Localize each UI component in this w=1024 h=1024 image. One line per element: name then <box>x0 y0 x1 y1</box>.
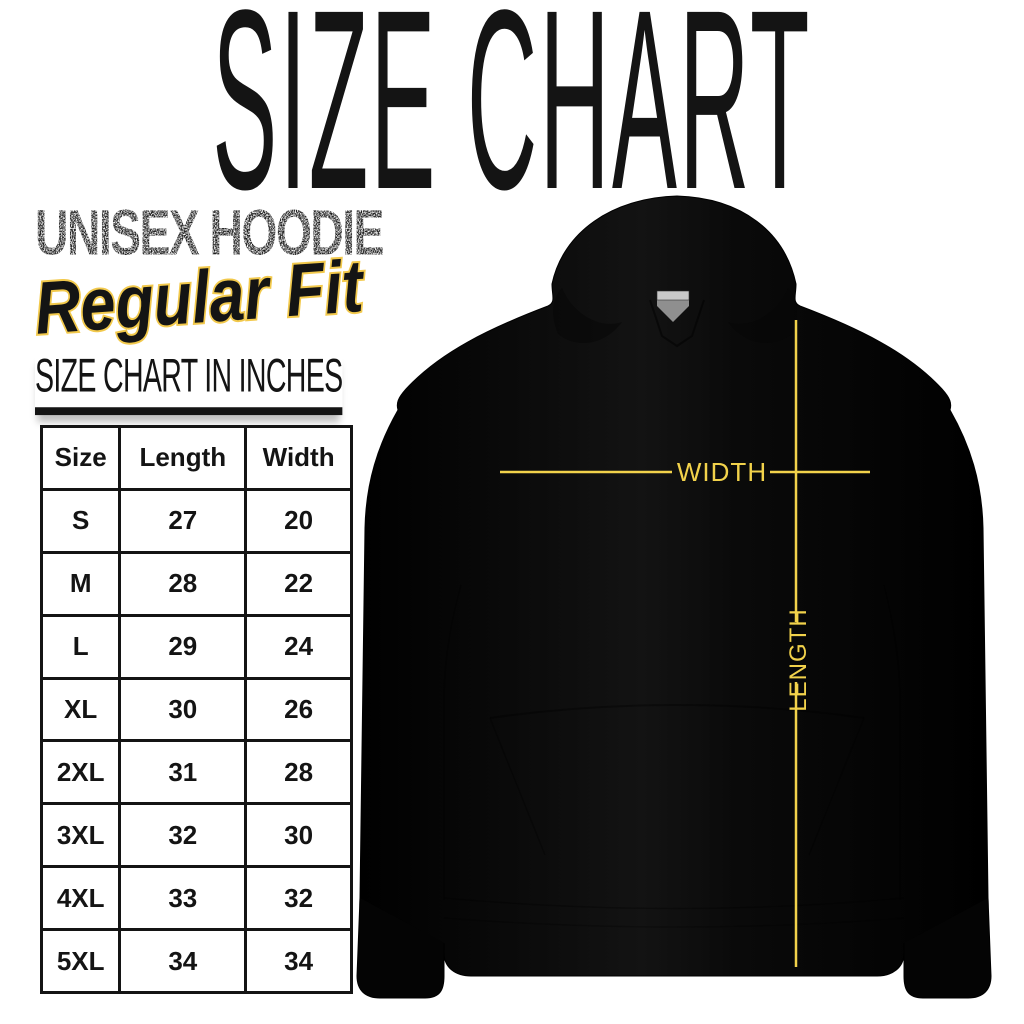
svg-text:LENGTH: LENGTH <box>785 608 812 711</box>
svg-text:WIDTH: WIDTH <box>677 457 767 487</box>
